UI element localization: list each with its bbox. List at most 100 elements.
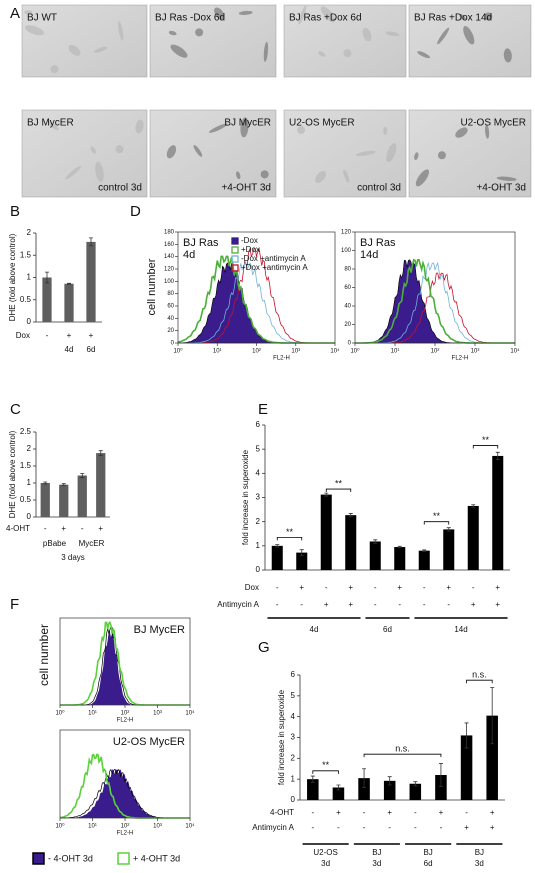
cell-shape <box>236 171 241 180</box>
error-bar <box>438 763 443 787</box>
significance: n.s. <box>395 744 410 754</box>
micrograph <box>283 4 407 78</box>
bar <box>394 547 406 570</box>
bracket <box>312 770 339 774</box>
group-label: 14d <box>454 625 467 634</box>
x-tick-label: 10³ <box>153 824 162 830</box>
row-value: - <box>311 808 314 817</box>
row-value: 6d <box>87 345 96 354</box>
cell-shape <box>25 25 44 36</box>
y-tick-label: 140 <box>164 254 175 260</box>
x-tick-label: 10² <box>121 711 130 717</box>
x-tick-label: 10⁴ <box>185 823 195 830</box>
tile-label: BJ MycER <box>27 118 74 129</box>
x-tick-label: 10⁰ <box>173 348 183 355</box>
y-tick-label: 80 <box>167 291 174 297</box>
row-label: Antimycin A <box>252 823 294 832</box>
tile-label: control 3d <box>98 183 142 194</box>
x-axis-label: FL2-H <box>273 356 290 362</box>
panel-label: F <box>10 596 19 613</box>
bar <box>435 775 447 800</box>
histogram <box>355 259 515 344</box>
row-value: + <box>324 600 329 609</box>
row-value: - <box>363 823 366 832</box>
bar <box>64 283 74 322</box>
cell-shape <box>166 145 177 159</box>
x-tick-label: 10³ <box>291 349 300 355</box>
y-tick-label: 0.5 <box>20 295 32 304</box>
y-tick-label: 120 <box>164 267 175 273</box>
micrograph <box>408 109 532 198</box>
cell-shape <box>320 6 336 23</box>
y-tick-label: 3 <box>256 493 261 502</box>
x-tick-label: 10³ <box>471 349 480 355</box>
y-tick-label: 0 <box>291 795 296 804</box>
row-value: - <box>447 600 450 609</box>
y-tick-label: 0 <box>256 565 261 574</box>
row-value: + <box>397 583 402 592</box>
y-tick-label: 1 <box>291 774 296 783</box>
cell-shape <box>24 10 33 15</box>
row-value: - <box>414 808 417 817</box>
y-axis-label: DHE (fold above control) <box>8 233 17 321</box>
cell-shape <box>437 27 450 45</box>
y-tick-label: 2 <box>256 517 261 526</box>
y-tick-label: 120 <box>341 230 352 236</box>
row-value: + <box>464 823 469 832</box>
row-value: + <box>98 524 103 533</box>
error-bar <box>80 473 85 478</box>
y-tick-label: 2.5 <box>20 427 32 436</box>
group-label: BJ <box>372 848 381 857</box>
y-tick-label: 160 <box>164 242 175 248</box>
row-value: + <box>439 808 444 817</box>
plot-title: 14d <box>360 249 378 261</box>
row-label: 4-OHT <box>270 808 294 817</box>
error-bar <box>299 549 304 556</box>
error-bar <box>336 784 341 791</box>
bar <box>460 735 473 800</box>
group-label: 6d <box>424 859 433 868</box>
row-value: + <box>471 600 476 609</box>
significance: ** <box>482 435 490 445</box>
histogram <box>60 769 190 818</box>
group-label: 3d <box>321 859 330 868</box>
row-value: - <box>465 808 468 817</box>
x-tick-label: 10⁴ <box>510 348 520 355</box>
cell-shape <box>415 169 430 187</box>
y-tick-label: 0 <box>171 341 175 347</box>
row-value: - <box>311 823 314 832</box>
row-value: + <box>348 583 353 592</box>
y-tick-label: 20 <box>344 322 351 328</box>
row-label: Antimycin A <box>217 600 259 609</box>
row-value: + <box>490 808 495 817</box>
tile-label: +4-OHT 3d <box>221 183 271 194</box>
bar <box>358 778 370 800</box>
y-tick-label: 2 <box>291 753 296 762</box>
tile-label: BJ Ras +Dox 6d <box>289 13 362 24</box>
bar <box>443 529 455 570</box>
legend-swatch <box>32 852 45 865</box>
row-value: + <box>61 524 66 533</box>
significance: ** <box>433 511 441 521</box>
panel-label: G <box>258 639 270 656</box>
legend-swatch <box>231 237 239 245</box>
error-bar <box>471 504 476 508</box>
x-tick-label: 10¹ <box>88 711 97 717</box>
y-axis-label: cell number <box>146 258 158 315</box>
cell-shape <box>362 27 372 42</box>
error-bar <box>464 722 469 749</box>
cell-shape <box>343 49 352 58</box>
significance: ** <box>335 478 343 488</box>
bar <box>59 484 69 517</box>
bar <box>345 515 357 570</box>
x-tick-label: 10¹ <box>88 824 97 830</box>
panel-label: D <box>130 203 141 220</box>
histogram <box>355 258 515 344</box>
cell-shape <box>94 46 108 53</box>
cell-shape <box>315 171 327 183</box>
cell-shape <box>343 169 350 183</box>
x-tick-label: 10⁴ <box>185 710 195 717</box>
x-tick-label: 10¹ <box>391 349 400 355</box>
bar <box>486 715 498 800</box>
